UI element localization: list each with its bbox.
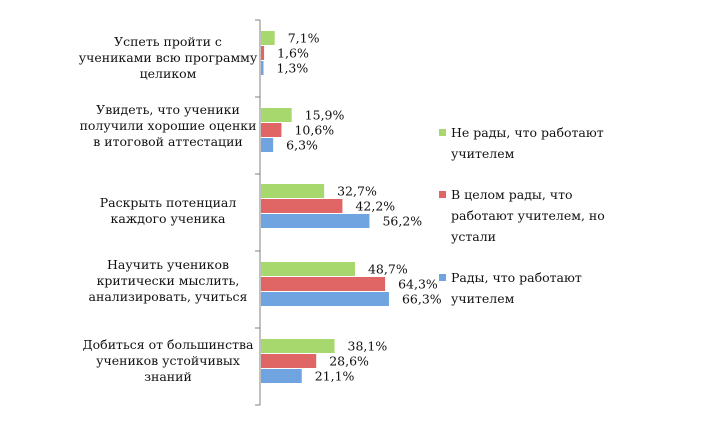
data-label: 10,6% bbox=[294, 123, 334, 138]
data-label: 15,9% bbox=[305, 108, 345, 123]
data-label: 38,1% bbox=[348, 339, 388, 354]
bar bbox=[261, 354, 317, 368]
bar bbox=[261, 46, 265, 60]
data-label: 7,1% bbox=[288, 31, 320, 46]
category-label: Успеть пройти с учениками всю программу … bbox=[78, 34, 258, 81]
data-label: 28,6% bbox=[329, 354, 369, 369]
bar bbox=[261, 369, 302, 383]
data-label: 1,6% bbox=[277, 46, 309, 61]
bar bbox=[261, 292, 389, 306]
bar bbox=[261, 123, 282, 137]
legend-item: Рады, что работают учителем bbox=[439, 267, 629, 309]
legend-swatch bbox=[439, 274, 446, 281]
category-label: Увидеть, что ученики получили хорошие оц… bbox=[79, 102, 257, 149]
data-label: 32,7% bbox=[337, 184, 377, 199]
category-label: Раскрыть потенциал каждого ученика bbox=[99, 195, 237, 226]
data-labels-group: 7,1%1,6%1,3% 15,9%10,6%6,3% 32,7%42,2%56,2… bbox=[277, 31, 442, 384]
bars-group bbox=[261, 31, 389, 383]
legend-label: Не рады, что работают учителем bbox=[451, 125, 604, 161]
data-label: 42,2% bbox=[355, 199, 395, 214]
data-label: 21,1% bbox=[315, 369, 355, 384]
data-label: 64,3% bbox=[398, 277, 438, 292]
bar bbox=[261, 31, 275, 45]
bar bbox=[261, 108, 292, 122]
legend-label: В целом рады, что работают учителем, но … bbox=[451, 187, 605, 244]
category-label: Добиться от большинства учеников устойчи… bbox=[82, 337, 254, 384]
legend-item: В целом рады, что работают учителем, но … bbox=[439, 184, 629, 247]
data-label: 1,3% bbox=[277, 61, 309, 76]
bar bbox=[261, 138, 274, 152]
legend-swatch bbox=[439, 129, 446, 136]
bar bbox=[261, 262, 355, 276]
data-label: 48,7% bbox=[368, 262, 408, 277]
bar bbox=[261, 61, 264, 75]
bar bbox=[261, 277, 386, 291]
bar bbox=[261, 184, 325, 198]
legend-swatch bbox=[439, 191, 446, 198]
bar bbox=[261, 339, 335, 353]
bar bbox=[261, 199, 343, 213]
data-label: 6,3% bbox=[286, 138, 318, 153]
axis-ticks bbox=[255, 19, 260, 406]
legend: Не рады, что работают учителем В целом р… bbox=[439, 122, 629, 329]
legend-item: Не рады, что работают учителем bbox=[439, 122, 629, 164]
bar bbox=[261, 214, 370, 228]
data-label: 66,3% bbox=[402, 292, 442, 307]
category-label: Научить учеников критически мыслить, ана… bbox=[88, 257, 248, 304]
legend-label: Рады, что работают учителем bbox=[451, 270, 582, 306]
data-label: 56,2% bbox=[382, 214, 422, 229]
